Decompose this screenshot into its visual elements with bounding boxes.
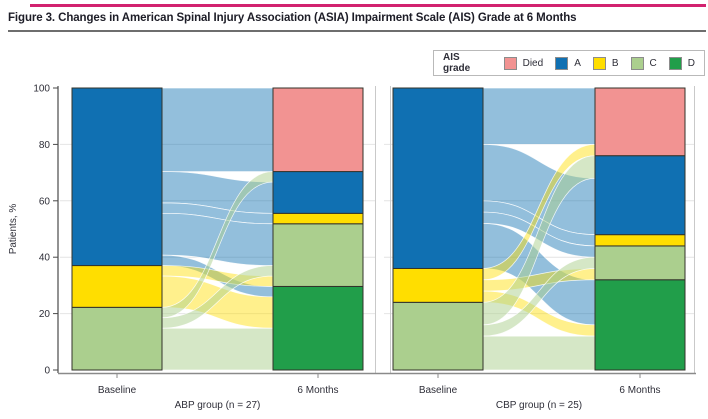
flow-ribbon-a-to-died: [161, 87, 274, 172]
legend-swatch-icon: [592, 56, 606, 70]
y-tick-label: 100: [33, 84, 50, 95]
x-tick-label: 6 Months: [619, 385, 660, 396]
y-tick-label: 80: [39, 140, 51, 151]
baseline-bar-segment-b: [392, 267, 484, 303]
flow-ribbon-a-to-died: [482, 87, 596, 145]
legend-item-label: D: [687, 57, 695, 69]
six-months-bar-segment-c: [594, 245, 686, 281]
y-tick-label: 60: [39, 196, 51, 207]
y-tick-label: 0: [44, 366, 50, 377]
six-months-bar-segment-died: [594, 87, 686, 157]
group-label: CBP group (n = 25): [496, 400, 582, 411]
legend-item-d: D: [668, 56, 695, 70]
legend-item-label: C: [649, 57, 657, 69]
baseline-bar-segment-a: [71, 87, 163, 267]
legend-items: Died A B C D: [503, 56, 695, 70]
six-months-bar-segment-b: [594, 234, 686, 247]
legend-item-died: Died: [503, 56, 544, 70]
group-label: ABP group (n = 27): [175, 400, 261, 411]
baseline-bar-segment-c: [392, 301, 484, 371]
six-months-bar-segment-d: [594, 279, 686, 371]
six-months-bar-segment-died: [272, 87, 364, 173]
legend-swatch-icon: [668, 56, 682, 70]
legend-item-label: B: [611, 57, 619, 69]
baseline-bar-segment-a: [392, 87, 484, 269]
six-months-bar-segment-a: [272, 171, 364, 214]
legend-item-a: A: [555, 56, 581, 70]
legend-item-label: Died: [522, 57, 544, 69]
figure-title: Figure 3. Changes in American Spinal Inj…: [8, 12, 577, 24]
legend-item-label: A: [574, 57, 581, 69]
six-months-bar-segment-a: [594, 155, 686, 236]
legend-item-b: B: [592, 56, 619, 70]
six-months-bar-segment-d: [272, 285, 364, 371]
x-tick-label: Baseline: [98, 385, 137, 396]
baseline-bar-segment-b: [71, 265, 163, 308]
legend-box: AIS grade Died A B C D: [433, 50, 705, 76]
title-divider-rule: [8, 30, 706, 32]
y-tick-label: 40: [39, 253, 51, 264]
six-months-bar-segment-c: [272, 223, 364, 287]
legend-swatch-icon: [630, 56, 644, 70]
baseline-bar-segment-c: [71, 306, 163, 371]
six-months-bar-segment-b: [272, 212, 364, 225]
flow-ribbon-c-to-d: [161, 327, 274, 371]
y-axis-title: Patients, %: [8, 204, 19, 255]
top-accent-rule: [30, 4, 706, 7]
legend-item-c: C: [630, 56, 657, 70]
legend-title: AIS grade: [443, 52, 471, 74]
x-tick-label: 6 Months: [297, 385, 338, 396]
y-tick-label: 20: [39, 309, 51, 320]
x-tick-label: Baseline: [419, 385, 458, 396]
legend-swatch-icon: [503, 56, 517, 70]
flow-ribbon-c-to-d: [482, 335, 596, 371]
legend-swatch-icon: [555, 56, 569, 70]
